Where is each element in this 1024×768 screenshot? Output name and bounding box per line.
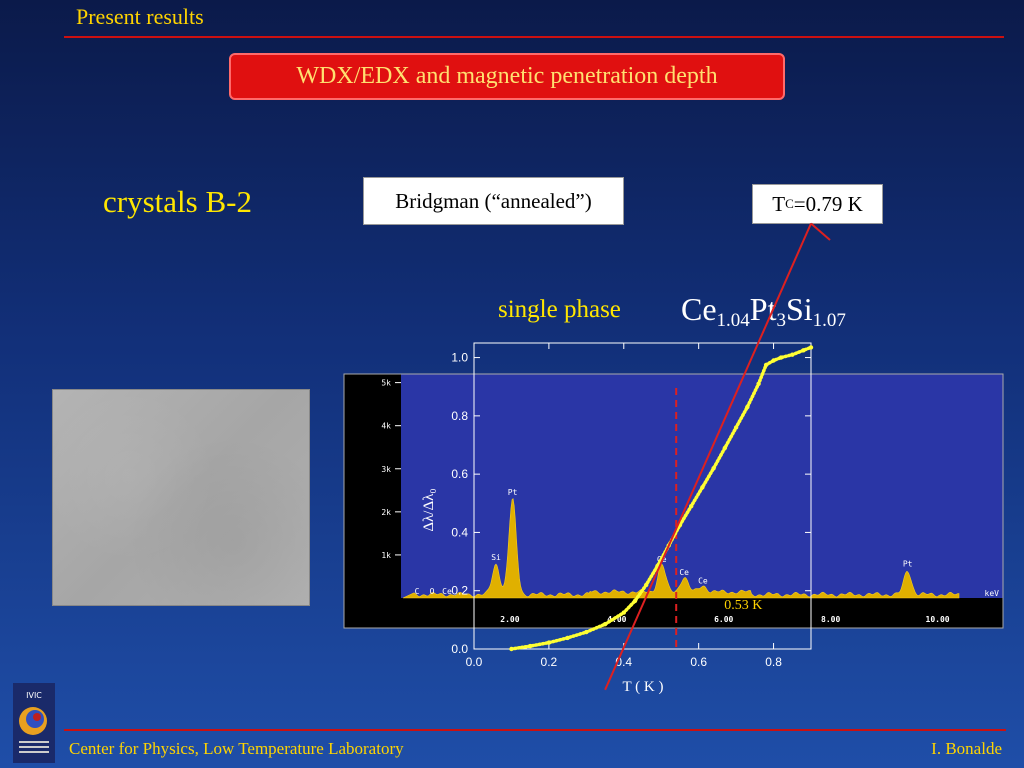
edx-peak-label: Pt [508,488,518,497]
single-phase-label: single phase [498,296,621,323]
pen-data-point [546,640,552,645]
pen-xlabel: T ( K ) [623,679,664,695]
sem-micrograph-image [52,389,310,606]
ivic-logo: IVIC [13,683,55,763]
formula-subscript: 1.07 [812,310,846,331]
footer-author: I. Bonalde [931,739,1002,758]
edx-ytick-label: 5k [381,379,391,388]
pen-data-point [565,635,570,641]
edx-xtick-label: 2.00 [500,615,519,624]
edx-baseline-label: O [430,587,435,596]
edx-spectrum [402,498,960,599]
pen-data-point [632,598,638,604]
pen-data-point [700,485,705,490]
edx-yaxis-strip [344,374,401,598]
pen-ytick-label: 0.6 [451,467,468,481]
pen-ytick-label: 0.0 [451,642,468,656]
header-divider [64,36,1004,38]
edx-baseline-label: C [415,587,420,596]
pen-data-point [763,362,769,368]
pen-ytick-label: 0.4 [451,525,468,539]
penetration-plot-frame [473,342,812,650]
pen-xtick-label: 0.2 [541,655,558,669]
pen-xtick-label: 0.6 [690,655,707,669]
slide-title: WDX/EDX and magnetic penetration depth [296,63,718,89]
pen-data-point [528,643,533,649]
pen-data-point [801,348,806,353]
edx-xtick-label: 4.00 [607,615,626,624]
tc-subscript: C [785,196,794,211]
chemical-formula: Ce1.04Pt3Si1.07 [681,291,846,332]
formula-element: Pt [749,291,777,327]
pen-data-point [771,358,776,363]
footer-divider [64,729,1006,731]
edx-peak-label: Ce [698,577,708,586]
pen-data-point [509,646,514,652]
edx-xaxis-strip [344,598,1003,628]
pen-data-point [689,504,694,509]
edx-xlabel: keV [985,589,1000,598]
pen-ytick-label: 0.8 [451,409,468,423]
pen-data-point [602,622,608,627]
header-title: Present results [76,4,204,29]
pen-xtick-label: 0.8 [765,655,782,669]
edx-ytick-label: 4k [381,422,391,431]
edx-xtick-label: 8.00 [821,615,840,624]
bridgman-label: Bridgman (“annealed”) [395,188,592,213]
tc-value: =0.79 K [793,191,863,216]
tc-prefix: T [772,191,786,216]
edx-peak-label: Pt [903,559,913,568]
pen-fit-line [604,223,812,691]
pen-data-point [711,466,716,471]
edx-plot-area [344,374,1003,598]
pen-data-point [644,582,649,588]
formula-element: Si [785,291,813,327]
edx-ytick-label: 1k [381,551,391,560]
pen-data-point [790,352,795,357]
formula-element: Ce [681,291,717,327]
critical-temperature-box: T C =0.79 K [752,184,883,224]
pen-data-point [722,445,728,451]
pen-ylabel: Δλ/Δλ₀ [421,488,437,531]
footer-lab-name: Center for Physics, Low Temperature Labo… [69,739,404,758]
edx-baseline-label: Ce [442,587,452,596]
edx-peak-label: Si [491,553,501,562]
pen-data-point [745,404,750,410]
pen-data-point [621,610,626,615]
pen-data-point [778,355,784,360]
pen-data-point [733,425,739,430]
edx-xtick-label: 10.00 [926,615,950,624]
edx-ytick-label: 3k [381,465,391,474]
edx-xtick-label: 6.00 [714,615,733,624]
pen-xtick-label: 0.0 [466,655,483,669]
tc-connector-line [810,222,831,241]
pen-marker-label: 0.53 K [724,598,762,613]
pen-data-point [584,629,589,635]
formula-subscript: 3 [776,310,786,331]
svg-text:IVIC: IVIC [26,691,42,700]
slide-title-box: WDX/EDX and magnetic penetration depth [229,53,785,100]
formula-subscript: 1.04 [716,310,750,331]
bridgman-label-box: Bridgman (“annealed”) [363,177,624,225]
pen-data-point [756,381,761,386]
crystals-label: crystals B-2 [103,184,252,219]
edx-ytick-label: 2k [381,508,391,517]
pen-ytick-label: 0.2 [451,584,468,598]
edx-peak-label: Ce [679,568,689,577]
pen-data-point [808,345,814,350]
edx-frame [343,373,1004,629]
pen-ytick-label: 1.0 [451,351,468,365]
